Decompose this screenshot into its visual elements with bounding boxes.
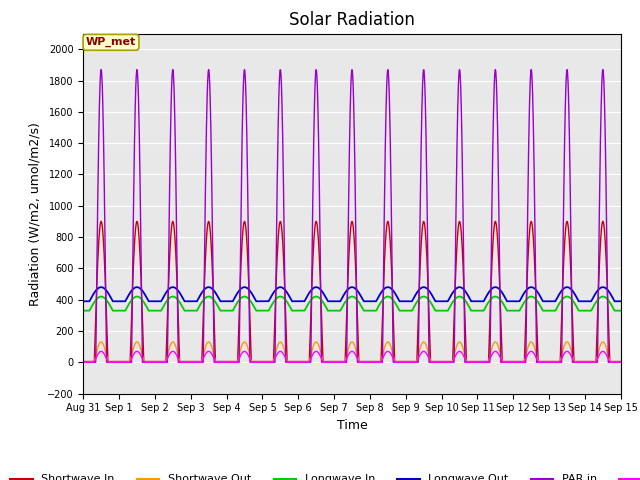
Longwave In [570,299,577,304]
Shortwave In [584,359,592,364]
Y-axis label: Radiation (W/m2, umol/m2/s): Radiation (W/m2, umol/m2/s) [28,121,42,306]
Shortwave Out [79,359,87,365]
Longwave In [617,308,625,313]
Shortwave In [79,359,87,364]
Longwave Out [584,299,592,304]
Longwave In [368,308,376,313]
Longwave Out [79,299,87,304]
PAR out [380,354,387,360]
Longwave In [508,308,516,313]
Longwave Out [380,287,387,293]
PAR out [230,360,237,365]
PAR out [617,360,625,365]
Shortwave In [230,359,237,364]
Shortwave Out [230,359,237,365]
PAR out [508,360,516,365]
Longwave Out [617,299,625,304]
Line: Longwave Out: Longwave Out [83,287,621,301]
Line: PAR out: PAR out [83,351,621,362]
Longwave Out [368,299,376,304]
Shortwave Out [570,357,577,363]
Text: WP_met: WP_met [86,37,136,48]
Longwave Out [97,284,105,290]
Longwave In [230,307,237,312]
Shortwave In [380,290,387,296]
Shortwave In [97,218,105,224]
Longwave Out [508,299,516,304]
Shortwave Out [380,349,387,355]
Shortwave Out [508,359,516,365]
Line: Longwave In: Longwave In [83,297,621,311]
PAR in [617,360,625,365]
Shortwave Out [97,339,105,345]
X-axis label: Time: Time [337,419,367,432]
Line: PAR in: PAR in [83,70,621,362]
PAR out [97,348,105,354]
PAR in [368,360,376,365]
Longwave Out [570,289,577,295]
PAR in [230,360,237,365]
PAR out [584,360,592,365]
Longwave Out [230,298,237,303]
PAR in [570,360,577,365]
PAR out [570,359,577,364]
Longwave In [79,308,87,313]
PAR out [79,360,87,365]
Shortwave Out [584,359,592,365]
Shortwave In [368,359,376,364]
PAR in [79,360,87,365]
Shortwave In [508,359,516,364]
PAR in [380,293,387,299]
Shortwave Out [368,359,376,365]
PAR in [508,360,516,365]
Line: Shortwave Out: Shortwave Out [83,342,621,362]
Line: Shortwave In: Shortwave In [83,221,621,361]
Shortwave In [617,359,625,364]
Longwave In [97,294,105,300]
Title: Solar Radiation: Solar Radiation [289,11,415,29]
Shortwave Out [617,359,625,365]
PAR in [584,360,592,365]
Legend: Shortwave In, Shortwave Out, Longwave In, Longwave Out, PAR in, PAR out: Shortwave In, Shortwave Out, Longwave In… [6,470,640,480]
Longwave In [584,308,592,313]
Shortwave In [570,347,577,353]
PAR in [97,67,105,72]
PAR out [368,360,376,365]
Longwave In [380,296,387,302]
